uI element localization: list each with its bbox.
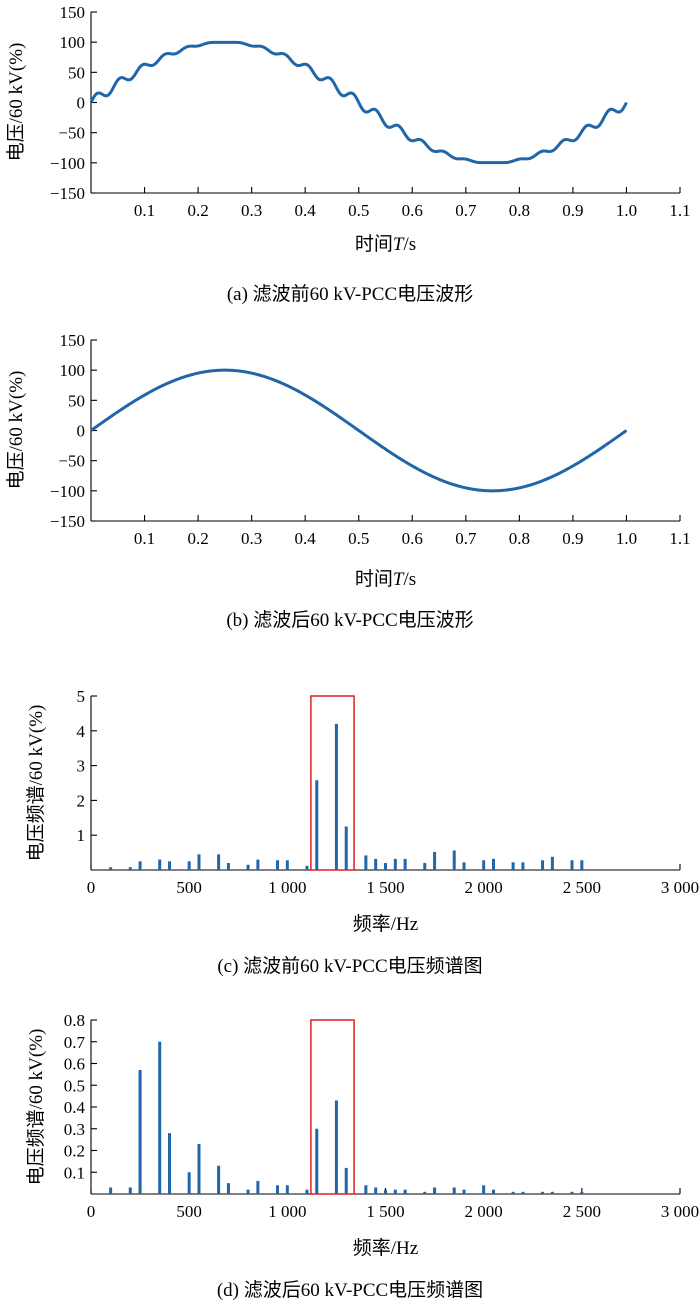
- chart-panel-d: 0.1 0.2 0.3 0.4 0.5 0.6 0.7 0.8 0 500 1 000 1 500 2 …: [25, 1011, 699, 1301]
- figure-caption: (a) 滤波前60 kV-PCC电压波形: [227, 283, 473, 305]
- x-axis-label-text: 时间: [355, 568, 393, 590]
- x-axis-label-text: 时间: [355, 233, 393, 255]
- y-tick-label: 0.4: [64, 1098, 86, 1117]
- x-tick-label: 2 500: [563, 878, 601, 897]
- x-tick-label: 0.8: [509, 201, 530, 220]
- y-axis-label: 电压频谱/60 kV(%): [25, 1029, 47, 1186]
- y-tick-label: −100: [50, 482, 85, 501]
- figure-caption: (d) 滤波后60 kV-PCC电压频谱图: [217, 1279, 483, 1301]
- chart-panel-c: 1 2 3 4 5 0 500 1 000 1 500 2 000 2 500 3 000 电压频谱/6…: [25, 687, 699, 977]
- x-axis-label-var: T: [393, 569, 405, 590]
- y-tick-label: 5: [77, 687, 86, 706]
- x-tick-label: 3 000: [661, 878, 699, 897]
- y-tick-label: 100: [60, 33, 86, 52]
- y-tick-label: −150: [50, 512, 85, 531]
- x-tick-label: 0.8: [509, 529, 530, 548]
- voltage-waveform-line: [89, 40, 628, 165]
- y-tick-label: −50: [58, 124, 85, 143]
- y-tick-label: 3: [77, 757, 86, 776]
- y-tick-label: −50: [58, 452, 85, 471]
- highlight-box: [310, 1019, 355, 1195]
- x-tick-label: 1.0: [616, 529, 637, 548]
- x-tick-label: 0.9: [562, 529, 583, 548]
- x-tick-label: 0.1: [134, 201, 155, 220]
- y-axis-label: 电压频谱/60 kV(%): [25, 705, 47, 862]
- x-tick-label: 0.2: [187, 201, 208, 220]
- y-tick-label: 1: [77, 826, 86, 845]
- y-tick-label: 0.2: [64, 1142, 85, 1161]
- x-tick-label: 0.4: [295, 529, 317, 548]
- y-tick-label: −150: [50, 184, 85, 203]
- x-tick-label: 0.5: [348, 529, 369, 548]
- x-tick-label: 0.9: [562, 201, 583, 220]
- x-axis-label-unit: /s: [403, 569, 416, 590]
- y-tick-label: 100: [60, 361, 86, 380]
- x-tick-label: 0.5: [348, 201, 369, 220]
- x-tick-label: 0.6: [402, 529, 423, 548]
- x-tick-label: 0.2: [187, 529, 208, 548]
- y-tick-label: 0.3: [64, 1120, 85, 1139]
- y-tick-label: 0.6: [64, 1055, 85, 1074]
- x-axis-label: 频率/Hz: [353, 913, 418, 935]
- y-tick-label: 2: [77, 791, 86, 810]
- x-tick-label: 2 500: [563, 1202, 601, 1221]
- x-tick-label: 0.7: [455, 201, 477, 220]
- x-tick-label: 1.1: [669, 201, 690, 220]
- x-tick-label: 3 000: [661, 1202, 699, 1221]
- highlight-box: [310, 695, 355, 871]
- x-tick-label: 0.3: [241, 529, 262, 548]
- y-tick-label: 150: [60, 3, 86, 22]
- y-tick-label: 0: [77, 94, 86, 113]
- y-tick-label: 50: [68, 63, 85, 82]
- figure-caption: (b) 滤波后60 kV-PCC电压波形: [226, 609, 473, 631]
- y-tick-label: 50: [68, 391, 85, 410]
- x-axis-label-unit: /s: [403, 234, 416, 255]
- figure-caption: (c) 滤波前60 kV-PCC电压频谱图: [217, 955, 482, 977]
- y-axis-label: 电压/60 kV(%): [5, 43, 27, 162]
- x-tick-label: 0.3: [241, 201, 262, 220]
- y-tick-label: 0.8: [64, 1011, 85, 1030]
- x-tick-label: 0.6: [402, 201, 423, 220]
- x-tick-label: 0.4: [295, 201, 317, 220]
- x-tick-label: 500: [176, 1202, 202, 1221]
- chart-panel-a: −150 −100 −50 0 50 100 150 0.1 0.2 0.3 0.4 0.5 0.6 0.…: [5, 3, 691, 305]
- x-tick-label: 1.1: [669, 529, 690, 548]
- x-tick-label: 1 000: [268, 878, 306, 897]
- x-tick-label: 0: [87, 1202, 96, 1221]
- voltage-waveform-line: [90, 368, 628, 493]
- x-tick-label: 1.0: [616, 201, 637, 220]
- y-tick-label: 4: [77, 722, 86, 741]
- x-axis-label: 时间T/s: [355, 233, 416, 255]
- x-axis-label: 时间T/s: [355, 568, 416, 590]
- x-tick-label: 0.1: [134, 529, 155, 548]
- y-tick-label: 0.7: [64, 1033, 86, 1052]
- y-tick-label: 150: [60, 331, 86, 350]
- y-axis-label: 电压/60 kV(%): [5, 371, 27, 490]
- y-tick-label: 0.5: [64, 1076, 85, 1095]
- x-axis-label: 频率/Hz: [353, 1237, 418, 1259]
- y-tick-label: 0: [77, 422, 86, 441]
- y-tick-label: 0.1: [64, 1163, 85, 1182]
- x-tick-label: 0: [87, 878, 96, 897]
- x-axis-label-var: T: [393, 234, 405, 255]
- chart-panel-b: −150 −100 −50 0 50 100 150 0.1 0.2 0.3 0.4 0.5 0.6 0.…: [5, 331, 691, 631]
- x-tick-label: 1 500: [366, 878, 404, 897]
- x-tick-label: 1 000: [268, 1202, 306, 1221]
- x-tick-label: 2 000: [465, 1202, 503, 1221]
- x-tick-label: 0.7: [455, 529, 477, 548]
- x-tick-label: 500: [176, 878, 202, 897]
- y-tick-label: −100: [50, 154, 85, 173]
- x-tick-label: 2 000: [465, 878, 503, 897]
- x-tick-label: 1 500: [366, 1202, 404, 1221]
